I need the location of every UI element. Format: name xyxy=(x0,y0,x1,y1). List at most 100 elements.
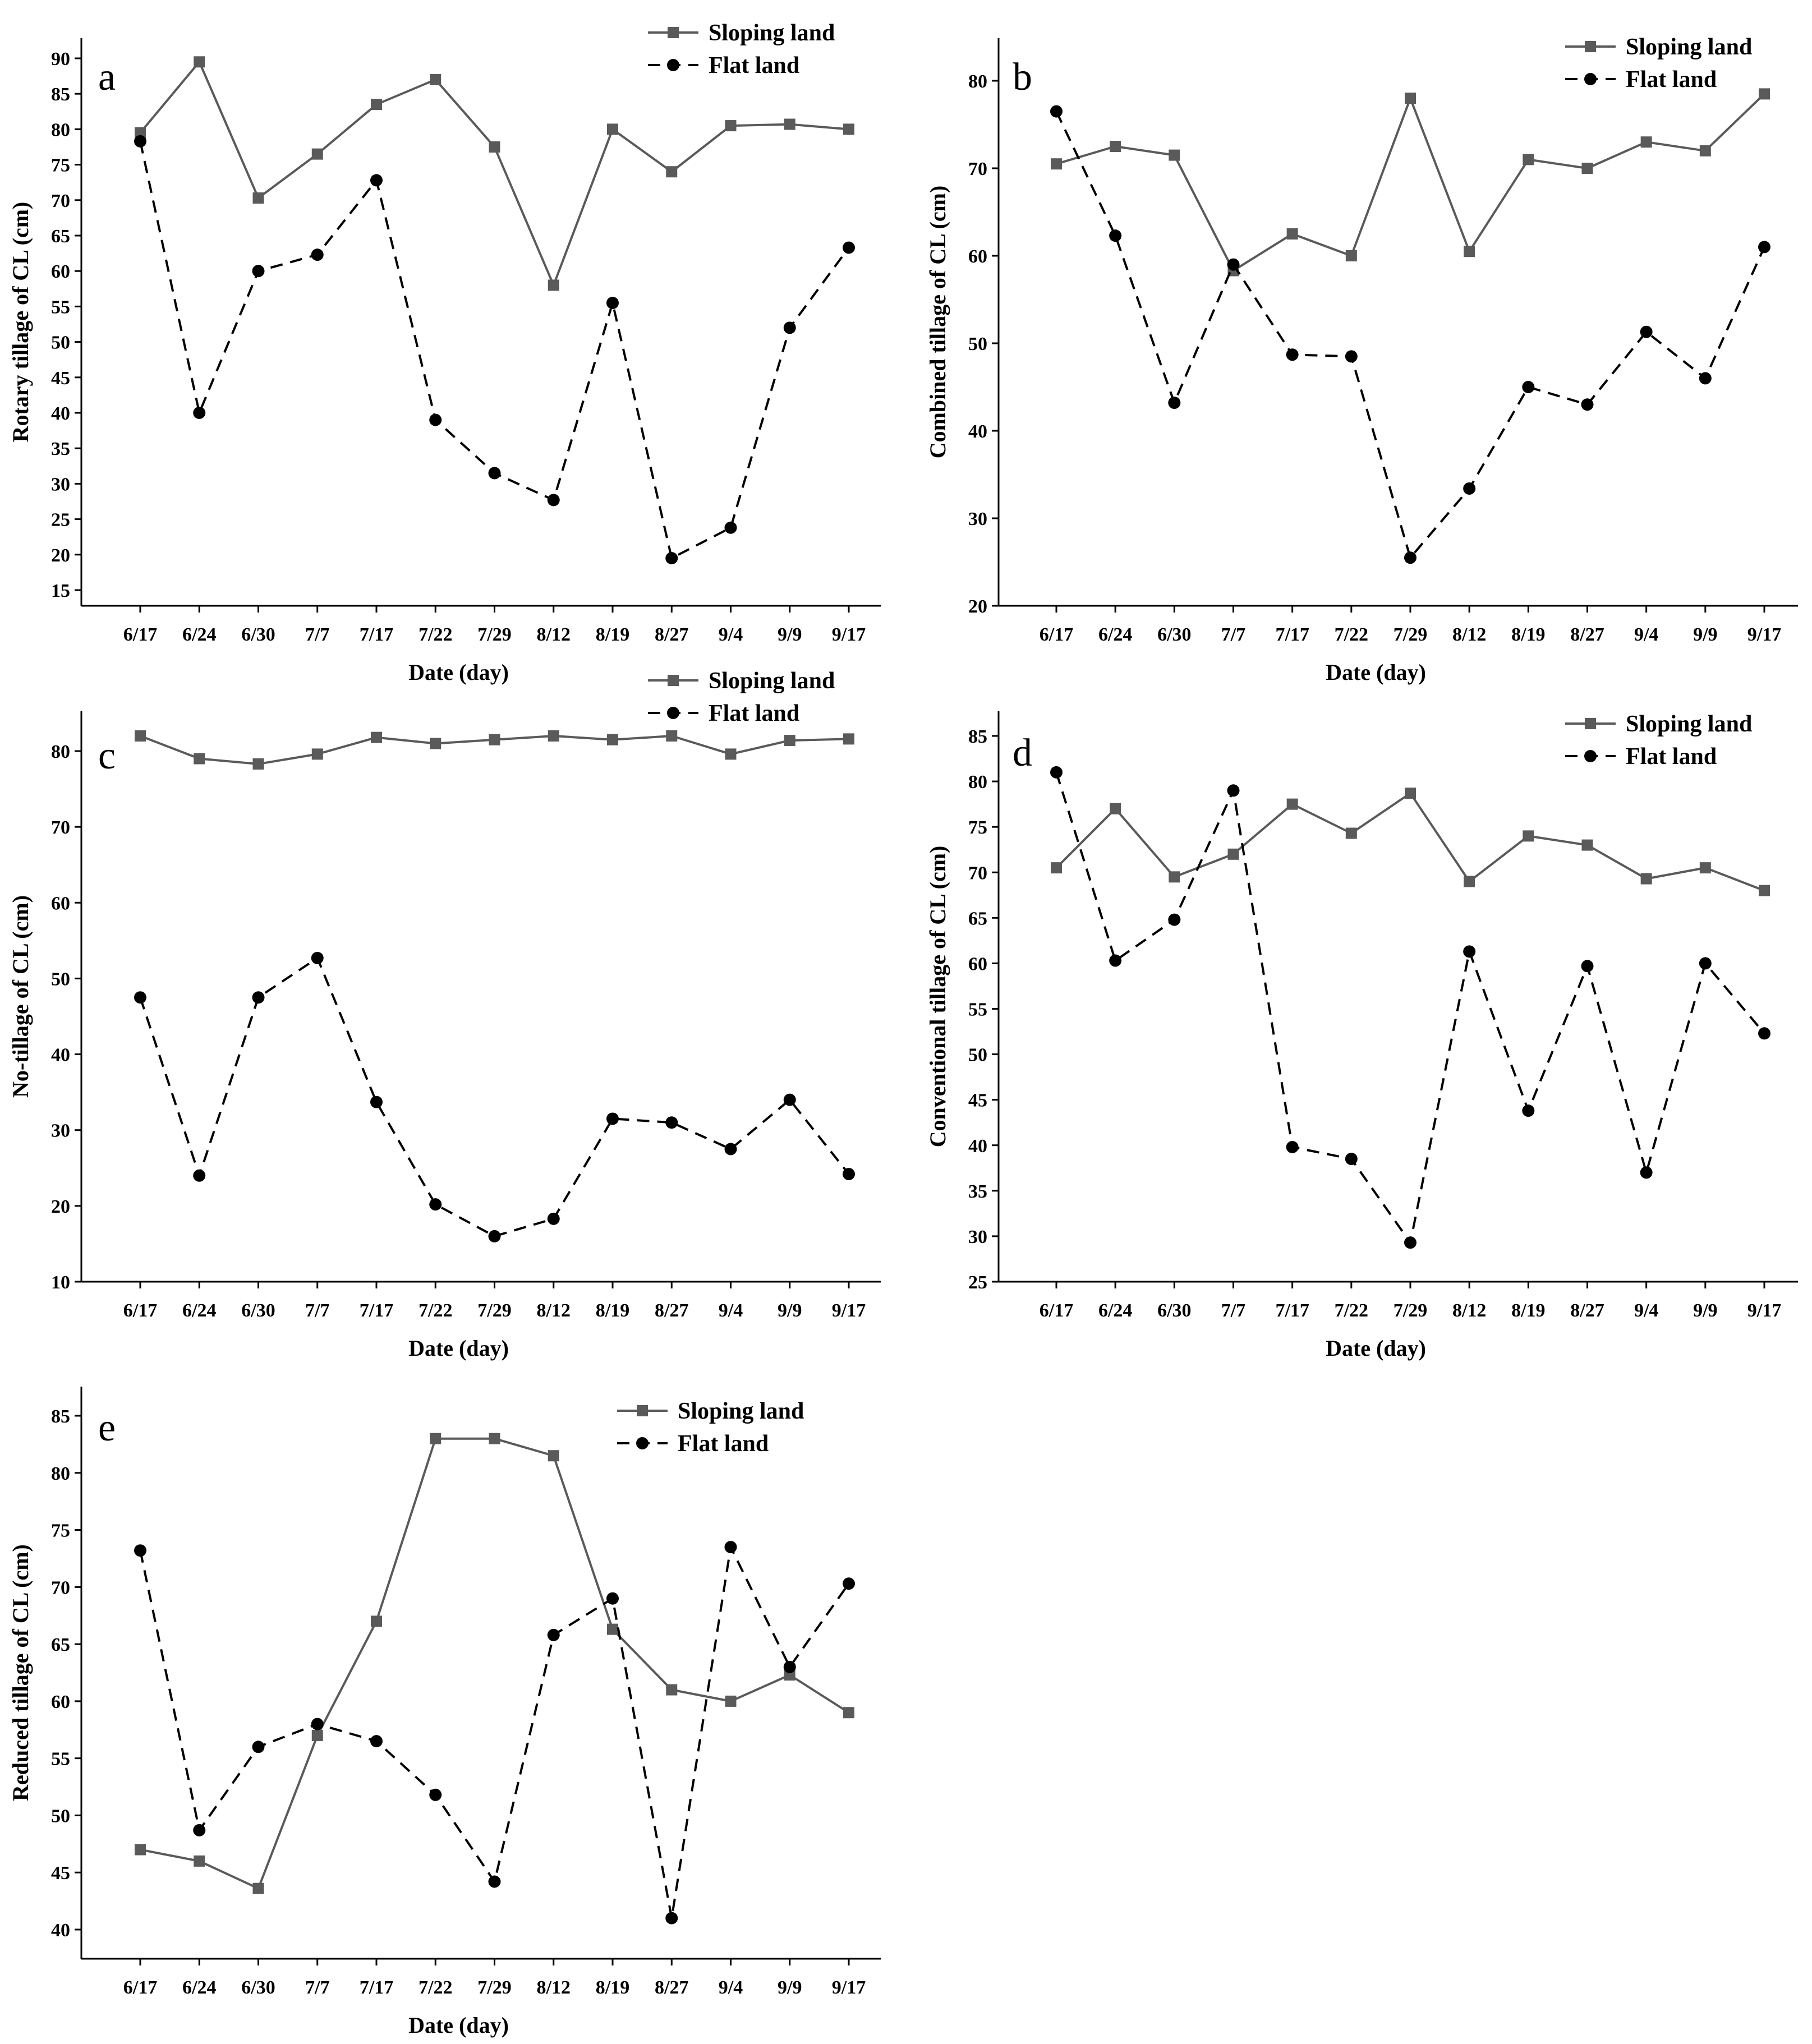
flat-land-point xyxy=(429,1788,442,1801)
sloping-land-point xyxy=(135,730,146,742)
x-tick-label: 8/19 xyxy=(596,1977,629,1998)
flat-land-point xyxy=(843,241,855,254)
x-tick-label: 9/17 xyxy=(1747,1300,1781,1321)
sloping-land-point xyxy=(1581,839,1593,851)
x-tick-label: 7/29 xyxy=(477,1300,511,1321)
sloping-land-point xyxy=(843,733,854,745)
flat-land-point xyxy=(665,1116,678,1129)
sloping-land-line xyxy=(139,59,849,288)
legend-circle-marker xyxy=(667,59,679,71)
sloping-land-line xyxy=(1056,93,1765,273)
x-tick-label: 7/22 xyxy=(418,1977,452,1998)
flat-land-point xyxy=(547,494,560,507)
chart-panel-c: 10 20 30 40 50 60 70 80 6/17 6/24 6/30 7/7 7/17 7/22 7… xyxy=(8,668,881,1361)
sloping-land-point xyxy=(1286,798,1298,810)
x-axis-title: Date (day) xyxy=(1326,1336,1426,1361)
y-tick-label: 35 xyxy=(51,439,70,459)
y-tick-label: 75 xyxy=(51,1521,70,1541)
y-tick-label: 80 xyxy=(51,1463,70,1484)
flat-land-point xyxy=(370,1095,383,1108)
flat-land-point xyxy=(311,951,324,964)
x-tick-label: 6/24 xyxy=(182,1300,216,1321)
panel-label: c xyxy=(98,734,116,777)
x-tick-label: 9/9 xyxy=(778,1300,802,1321)
sloping-land-point xyxy=(725,1695,737,1707)
flat-land-point xyxy=(724,1143,737,1155)
x-tick-label: 7/22 xyxy=(1335,624,1368,645)
legend-flat-label: Flat land xyxy=(1626,744,1717,770)
x-tick-label: 9/17 xyxy=(1747,624,1781,645)
y-tick-label: 55 xyxy=(51,1749,70,1770)
x-tick-label: 7/7 xyxy=(305,1300,329,1321)
panel-label: b xyxy=(1013,56,1032,99)
legend: Sloping land Flat land xyxy=(617,1398,804,1457)
flat-land-point xyxy=(252,1741,265,1753)
y-tick-label: 65 xyxy=(51,226,70,247)
flat-land-line xyxy=(139,141,850,560)
sloping-land-point xyxy=(725,120,737,132)
flat-land-point xyxy=(1640,1166,1653,1179)
x-tick-label: 7/7 xyxy=(305,1977,329,1998)
x-tick-label: 7/17 xyxy=(1275,1300,1309,1321)
y-tick-label: 40 xyxy=(51,1045,70,1066)
x-tick-label: 6/24 xyxy=(1098,1300,1132,1321)
sloping-land-point xyxy=(371,731,382,743)
x-tick-label: 7/7 xyxy=(305,624,329,645)
sloping-land-point xyxy=(194,1855,205,1867)
sloping-land-point xyxy=(1759,885,1770,896)
series-sloping-land xyxy=(1051,788,1770,896)
flat-land-line xyxy=(139,956,850,1238)
legend-sloping-label: Sloping land xyxy=(1626,711,1752,737)
y-tick-label: 80 xyxy=(968,772,987,793)
legend-sloping-label: Sloping land xyxy=(678,1398,804,1424)
series-flat-land xyxy=(134,951,855,1242)
legend-circle-marker xyxy=(1584,73,1597,85)
flat-land-point xyxy=(783,1660,796,1673)
y-tick-label: 30 xyxy=(968,509,987,530)
x-tick-label: 7/7 xyxy=(1221,1300,1245,1321)
sloping-land-point xyxy=(1405,93,1416,104)
flat-land-line xyxy=(1055,111,1765,560)
y-tick-label: 15 xyxy=(51,581,70,601)
sloping-land-point xyxy=(135,1844,146,1856)
x-tick-label: 6/17 xyxy=(123,1300,157,1321)
legend: Sloping land Flat land xyxy=(648,20,835,79)
sloping-land-point xyxy=(607,1623,618,1635)
flat-land-point xyxy=(429,1198,442,1211)
x-tick-label: 8/12 xyxy=(537,624,571,645)
y-tick-label: 20 xyxy=(968,596,987,617)
x-tick-label: 9/4 xyxy=(719,1300,743,1321)
flat-land-point xyxy=(1345,1153,1358,1166)
flat-land-point xyxy=(724,521,737,534)
sloping-land-point xyxy=(1345,250,1357,261)
y-tick-label: 60 xyxy=(51,893,70,914)
series-sloping-land xyxy=(135,56,854,291)
x-axis-title: Date (day) xyxy=(408,2013,509,2038)
x-tick-label: 8/27 xyxy=(655,624,688,645)
legend-flat-label: Flat land xyxy=(1626,67,1717,93)
sloping-land-point xyxy=(607,734,618,745)
x-tick-label: 7/17 xyxy=(1275,624,1309,645)
y-tick-label: 40 xyxy=(51,1920,70,1941)
sloping-land-point xyxy=(430,1433,441,1444)
x-tick-label: 6/30 xyxy=(241,1977,275,1998)
y-tick-label: 80 xyxy=(51,742,70,762)
x-tick-label: 6/17 xyxy=(1040,624,1073,645)
y-axis-title: Rotary tillage of CL (cm) xyxy=(8,202,33,443)
sloping-land-point xyxy=(725,748,737,760)
y-tick-label: 25 xyxy=(968,1272,987,1293)
x-tick-label: 7/22 xyxy=(418,1300,452,1321)
sloping-land-point xyxy=(1286,228,1298,240)
legend-flat-label: Flat land xyxy=(709,701,799,726)
sloping-land-point xyxy=(1051,158,1062,170)
series-flat-land xyxy=(134,1541,855,1925)
x-tick-label: 7/17 xyxy=(360,624,393,645)
flat-land-point xyxy=(1109,229,1122,242)
sloping-land-point xyxy=(1464,246,1475,257)
x-tick-label: 8/27 xyxy=(655,1300,688,1321)
flat-land-point xyxy=(1404,551,1417,564)
y-axis-title: Reduced tillage of CL (cm) xyxy=(8,1544,33,1801)
flat-land-point xyxy=(606,1112,619,1125)
y-tick-label: 30 xyxy=(51,1121,70,1141)
